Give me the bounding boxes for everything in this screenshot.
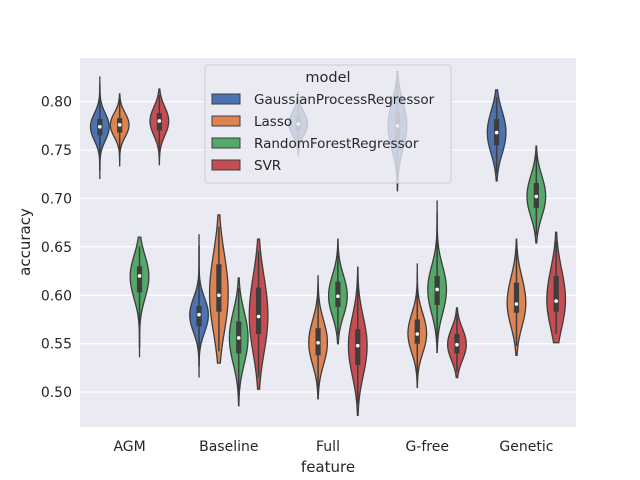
legend: model GaussianProcessRegressor Lasso Rando… [204,64,452,184]
legend-box [204,64,452,184]
violin-median-point [355,343,360,348]
violin-median-point [217,293,221,298]
legend-swatch [211,137,241,149]
x-tick-label: Full [316,439,340,455]
violin-iqr-box [414,319,420,344]
violin-median-point [316,340,320,345]
violin-median-point [157,119,162,123]
legend-items: GaussianProcessRegressor Lasso RandomFores… [211,92,435,174]
legend-swatch [211,159,241,171]
violin-median-point [494,130,499,135]
violin-median-point [197,312,201,317]
violin-median-point [137,274,142,278]
violin-median-point [98,124,102,129]
y-tick-label: 0.60 [41,288,72,304]
legend-entry: SVR [254,158,281,174]
violin-median-point [534,194,539,199]
y-tick-label: 0.65 [41,240,72,256]
violin-median-point [336,294,340,299]
x-tick-label: Baseline [199,439,258,455]
violin-median-point [435,287,439,292]
violin-median-point [415,332,420,336]
violin-median-point [117,123,122,127]
violin-median-point [455,342,459,347]
x-tick-labels: AGM Baseline Full G-free Genetic [113,439,553,455]
x-tick-label: AGM [113,439,145,455]
violin-iqr-box [553,275,559,312]
legend-title: model [305,70,350,86]
violin-iqr-box [216,264,222,312]
legend-swatch [211,93,241,105]
y-tick-label: 0.80 [41,95,72,111]
violin-iqr-box [136,266,143,293]
violin-iqr-box [335,281,341,307]
y-tick-label: 0.75 [41,143,72,159]
violin-median-point [514,302,519,306]
legend-entry: RandomForestRegressor [254,136,419,152]
legend-swatch [211,115,241,127]
violin-median-point [554,299,558,303]
violin-median-point [256,314,261,319]
x-axis-label: feature [301,458,355,476]
y-tick-labels: 0.50 0.55 0.60 0.65 0.70 0.75 0.80 [41,95,72,402]
legend-entry: GaussianProcessRegressor [254,92,435,108]
y-tick-label: 0.70 [41,191,72,207]
x-tick-label: Genetic [499,439,553,455]
violin-iqr-box [255,287,262,335]
violin-median-point [236,336,241,340]
legend-entry: Lasso [254,114,292,130]
violin-iqr-box [513,282,520,313]
y-axis-label: accuracy [16,208,34,276]
y-tick-label: 0.55 [41,337,72,353]
y-tick-label: 0.50 [41,385,72,401]
x-tick-label: G-free [405,439,449,455]
